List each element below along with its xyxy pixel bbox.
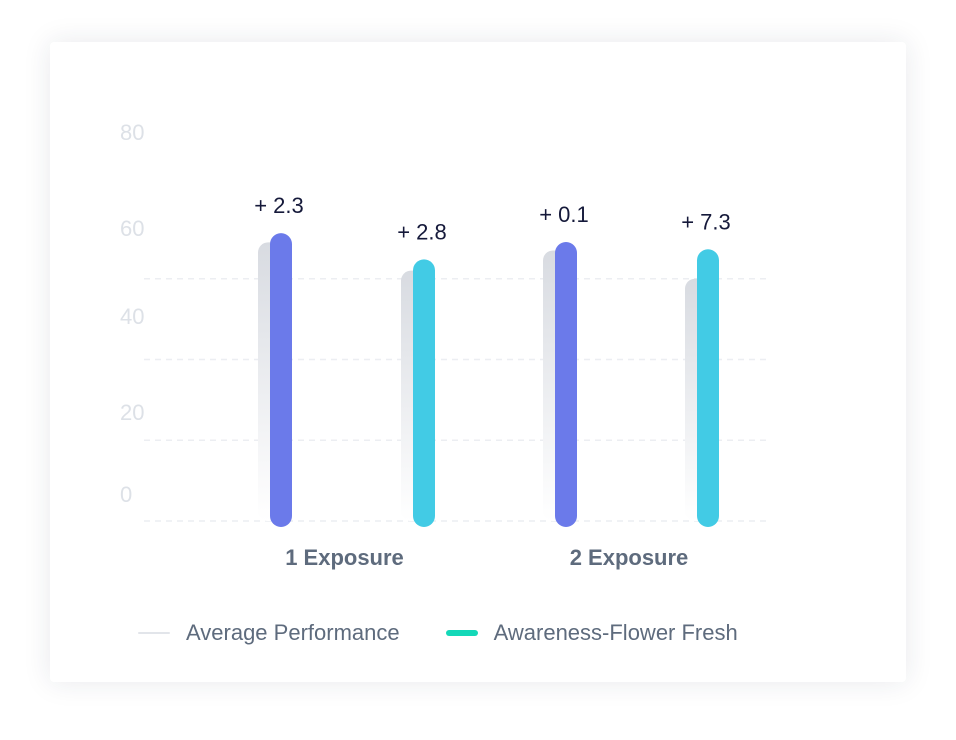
legend-label-average: Average Performance [186,620,400,645]
data-bar [270,233,292,527]
legend-label-awareness: Awareness-Flower Fresh [493,620,738,645]
data-bar [555,242,577,528]
legend-item-average-performance: Average Performance [138,620,400,646]
data-bar [413,259,435,527]
y-tick-label: 80 [120,120,144,145]
x-category-label: 1 Exposure [285,545,404,570]
x-category-label: 2 Exposure [570,545,689,570]
bar-diff-label: + 0.1 [539,202,589,227]
chart-legend: Average Performance Awareness-Flower Fre… [138,618,784,648]
data-bar [697,249,719,527]
bar-diff-label: + 2.8 [397,219,447,244]
bar-diff-label: + 2.3 [254,193,304,218]
legend-item-awareness-flower-fresh: Awareness-Flower Fresh [445,620,738,646]
chart-card: 0 20 40 60 80 + 2.3 + 2.8 1 Exposure + 0.1 + 7.3 2… [50,42,906,682]
y-tick-label: 0 [120,482,132,507]
bar-chart: 0 20 40 60 80 + 2.3 + 2.8 1 Exposure + 0.1 + 7.3 2… [120,120,766,570]
y-tick-label: 40 [120,304,144,329]
y-tick-label: 60 [120,216,144,241]
y-tick-label: 20 [120,400,144,425]
bar-diff-label: + 7.3 [681,209,731,234]
legend-swatch-awareness [445,630,478,636]
legend-swatch-average [138,632,170,634]
